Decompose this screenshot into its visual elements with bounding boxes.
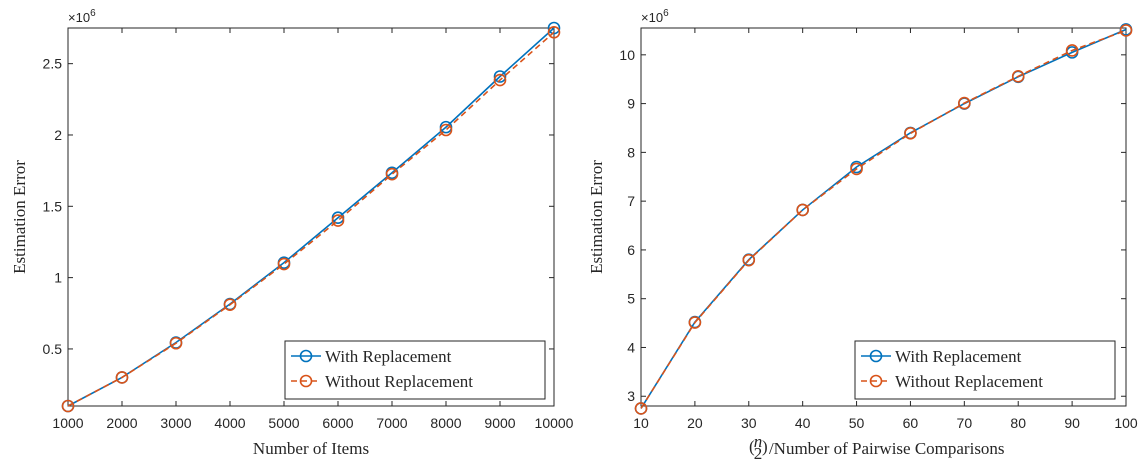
y-exponent-label: ×106 (68, 8, 96, 25)
y-axis-label: Estimation Error (587, 160, 606, 274)
y-tick-label: 1 (54, 270, 62, 286)
y-exponent-base: ×10 (641, 10, 663, 25)
legend-label: With Replacement (325, 347, 452, 366)
legend: With Replacement Without Replacement (855, 341, 1115, 399)
legend-label: With Replacement (895, 347, 1022, 366)
y-axis-label: Estimation Error (10, 160, 29, 274)
x-tick-label: 8000 (430, 415, 461, 431)
x-tick-label: 20 (687, 415, 703, 431)
x-tick-label: 9000 (484, 415, 515, 431)
x-tick-label: 100 (1114, 415, 1138, 431)
legend: With Replacement Without Replacement (285, 341, 545, 399)
x-tick-label: 4000 (214, 415, 245, 431)
x-tick-label: 40 (795, 415, 811, 431)
y-tick-label: 1.5 (43, 198, 63, 214)
x-tick-label: 60 (903, 415, 919, 431)
y-tick-label: 0.5 (43, 341, 63, 357)
x-tick-label: 10000 (535, 415, 574, 431)
y-tick-label: 9 (627, 96, 635, 112)
x-tick-label: 70 (957, 415, 973, 431)
y-tick-label: 10 (619, 47, 635, 63)
chart-panel-2: 10 20 30 40 50 60 70 80 90 100345678910×106Estima… (587, 8, 1138, 461)
y-exponent-power: 6 (663, 8, 669, 19)
y-exponent-power: 6 (90, 8, 96, 19)
x-axis-label-binomial: (n2) (749, 432, 768, 461)
x-tick-label: 6000 (322, 415, 353, 431)
x-tick-label: 7000 (376, 415, 407, 431)
x-tick-label: 2000 (106, 415, 137, 431)
y-tick-label: 5 (627, 291, 635, 307)
y-exponent-base: ×10 (68, 10, 90, 25)
binomial-close-paren: ) (762, 437, 768, 456)
y-tick-label: 2.5 (43, 56, 63, 72)
legend-label: Without Replacement (325, 372, 473, 391)
y-tick-label: 7 (627, 193, 635, 209)
legend-label: Without Replacement (895, 372, 1043, 391)
y-exponent-label: ×106 (641, 8, 669, 25)
x-tick-label: 90 (1064, 415, 1080, 431)
x-axis-label: /Number of Pairwise Comparisons (769, 439, 1005, 458)
x-tick-label: 50 (849, 415, 865, 431)
binomial-bottom: 2 (754, 444, 763, 461)
x-tick-label: 1000 (52, 415, 83, 431)
x-tick-label: 5000 (268, 415, 299, 431)
y-tick-label: 3 (627, 388, 635, 404)
x-tick-label: 10 (633, 415, 649, 431)
y-tick-label: 2 (54, 127, 62, 143)
chart-panel-1: 1000 2000 3000 4000 5000 6000 7000 8000 9000 1000… (10, 8, 574, 458)
y-tick-label: 6 (627, 242, 635, 258)
x-tick-label: 3000 (160, 415, 191, 431)
x-tick-label: 80 (1010, 415, 1026, 431)
y-tick-label: 4 (627, 339, 635, 355)
y-tick-label: 8 (627, 144, 635, 160)
x-tick-label: 30 (741, 415, 757, 431)
x-axis-label: Number of Items (253, 439, 369, 458)
